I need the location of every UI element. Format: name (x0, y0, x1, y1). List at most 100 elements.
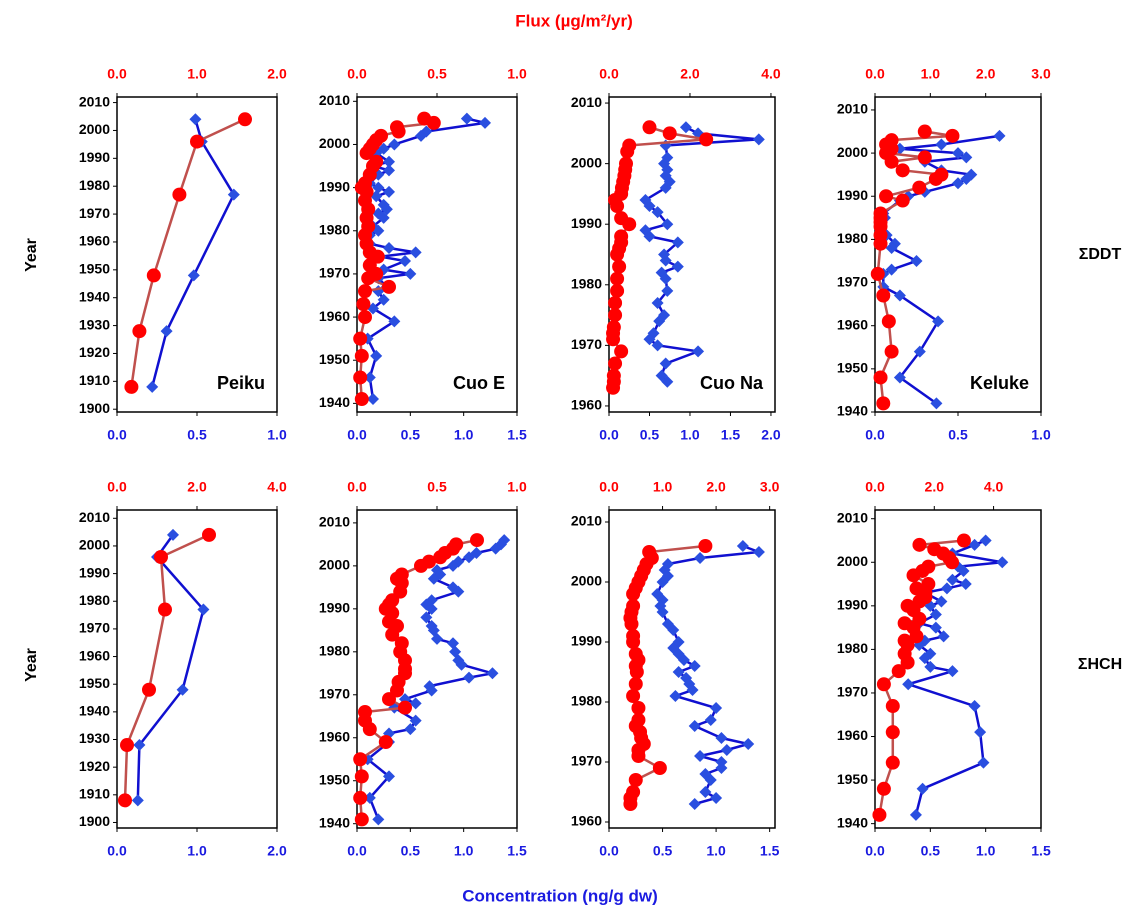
x-tick-label: 0.0 (865, 427, 885, 443)
y-tick-label: 2010 (837, 101, 868, 117)
data-point (688, 720, 701, 732)
data-point (742, 738, 755, 750)
y-tick-label: 1940 (837, 403, 868, 419)
data-point (946, 573, 959, 586)
data-point (968, 538, 981, 551)
data-point (917, 124, 932, 139)
data-point (885, 699, 900, 714)
data-point (704, 774, 717, 786)
y-axis-title: Year (23, 238, 40, 272)
data-point (353, 331, 368, 346)
y-tick-label: 2010 (79, 93, 110, 109)
x2-tick-label: 3.0 (1031, 66, 1051, 82)
data-point (661, 284, 674, 297)
data-point (420, 611, 433, 624)
x2-tick-label: 0.0 (599, 479, 619, 495)
row-label: ΣHCH (1078, 656, 1122, 673)
x2-tick-label: 4.0 (267, 479, 287, 495)
x2-tick-label: 0.0 (107, 66, 127, 82)
data-point (614, 344, 629, 359)
data-point (968, 700, 981, 713)
data-point (872, 807, 887, 822)
y-tick-label: 1920 (79, 758, 110, 774)
data-point (452, 585, 465, 598)
y-tick-label: 1960 (79, 233, 110, 249)
data-point (628, 677, 643, 691)
data-point (873, 370, 888, 385)
x2-tick-label: 0.0 (865, 66, 885, 82)
y-tick-label: 1970 (319, 685, 350, 701)
data-point (470, 533, 484, 548)
y-tick-label: 1920 (79, 344, 110, 360)
data-point (876, 781, 891, 796)
data-point (671, 236, 684, 249)
y-tick-label: 1980 (79, 177, 110, 193)
y-tick-label: 1970 (571, 336, 602, 352)
flux-title: Flux (µg/m²/yr) (515, 11, 632, 30)
x2-tick-label: 4.0 (984, 479, 1004, 495)
y-tick-label: 1980 (571, 693, 602, 709)
panel-label: Cuo E (453, 373, 505, 393)
data-point (447, 559, 459, 572)
y-tick-label: 1960 (837, 727, 868, 743)
data-point (929, 608, 942, 621)
data-point (176, 683, 189, 696)
data-point (447, 637, 459, 650)
plot-frame (874, 509, 1042, 829)
y-tick-label: 2000 (837, 144, 868, 160)
data-point (370, 349, 383, 362)
x2-tick-label: 0.0 (347, 479, 367, 495)
data-point (377, 211, 390, 224)
x2-tick-label: 2.0 (680, 66, 700, 82)
data-point (356, 297, 371, 312)
data-point (661, 375, 674, 388)
data-point (884, 154, 899, 169)
data-point (167, 528, 179, 541)
data-point (671, 260, 684, 273)
y-tick-label: 1990 (79, 149, 110, 165)
row-label: ΣDDT (1079, 246, 1122, 263)
data-point (879, 189, 894, 204)
data-point (118, 793, 132, 808)
data-point (924, 660, 937, 673)
x-tick-label: 0.5 (921, 843, 941, 859)
x-tick-label: 1.0 (187, 843, 207, 859)
data-point (659, 181, 672, 194)
x2-tick-label: 0.0 (865, 479, 885, 495)
data-point (385, 627, 400, 642)
data-point (873, 236, 888, 251)
data-point (935, 138, 948, 151)
data-point (937, 630, 950, 643)
data-point (715, 732, 728, 744)
plot-frame (608, 509, 776, 829)
y-tick-label: 1990 (571, 215, 602, 231)
data-point (694, 750, 707, 762)
x2-tick-label: 4.0 (761, 66, 781, 82)
y-tick-label: 2010 (319, 92, 350, 108)
data-point (895, 163, 910, 178)
x-tick-label: 1.0 (706, 843, 726, 859)
data-point (142, 682, 156, 697)
y-tick-label: 1950 (837, 771, 868, 787)
data-point (909, 808, 922, 821)
data-point (610, 199, 625, 214)
y-tick-label: 2010 (571, 94, 602, 110)
data-point (629, 665, 644, 679)
data-point (399, 254, 411, 267)
data-point (623, 797, 638, 811)
data-point (876, 288, 891, 303)
data-point (977, 756, 990, 769)
data-point (960, 172, 973, 185)
y-tick-label: 1990 (571, 633, 602, 649)
y-tick-label: 1980 (79, 592, 110, 608)
data-point (388, 138, 401, 151)
y-tick-label: 1910 (79, 372, 110, 388)
y-tick-label: 2000 (571, 573, 602, 589)
data-point (353, 370, 368, 385)
x-tick-label: 0.5 (640, 427, 660, 443)
y-tick-label: 2000 (319, 557, 350, 573)
data-point (692, 345, 705, 358)
data-point (154, 550, 168, 565)
x-tick-label: 0.0 (599, 843, 619, 859)
x-tick-label: 1.0 (454, 843, 474, 859)
